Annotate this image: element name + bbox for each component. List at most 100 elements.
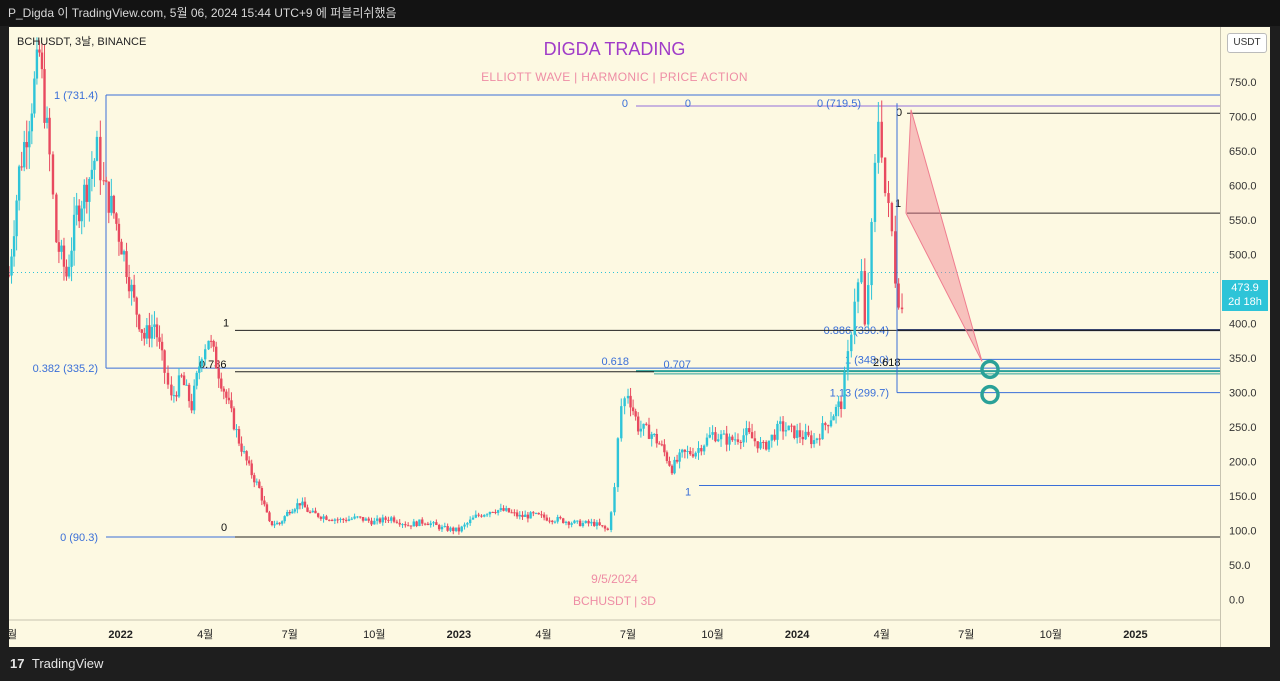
candle-body [122,251,126,255]
candle-body [23,142,26,168]
candle [265,502,269,513]
footer-brand[interactable]: TradingView [31,656,104,671]
candle [9,266,11,278]
candle [339,517,342,523]
current-price-tag: 473.9 2d 18h [1222,280,1268,311]
chart-area[interactable]: 8월 2022 4월 7월 10월 2023 4월 7월 10월 2024 4월 7월 10월 2025 1… [9,27,1220,647]
candle [593,519,596,527]
candle-body [801,436,805,440]
candle-body [494,511,497,513]
time-axis-bg [9,620,1220,647]
candle [392,515,396,524]
candle-body [235,429,238,431]
bar-countdown: 2d 18h [1228,296,1262,308]
candle [143,327,146,346]
candle [795,423,799,444]
candle [367,516,370,523]
candle-body [30,113,34,132]
candle-body [510,512,513,514]
chart-date: 9/5/2024 [591,572,638,586]
candle [415,520,418,528]
candle [673,456,676,475]
candle-body [629,395,632,408]
symbol-label[interactable]: BCHUSDT, 3날, BINANCE [17,36,147,48]
candle [553,520,557,524]
candle-body [570,523,573,525]
chart-svg[interactable]: 8월 2022 4월 7월 10월 2023 4월 7월 10월 2024 4월 7월 10월 2025 1… [9,27,1220,647]
candle-body [762,441,765,443]
candle [540,510,543,518]
candle-body [556,517,559,522]
candle-body [115,213,118,224]
candle [347,515,351,522]
candle [750,423,754,439]
candle-body [293,509,297,512]
candle-body [870,221,873,286]
candle [83,179,86,228]
candle-body [72,214,76,251]
candle-body [815,438,819,441]
candle-body [207,340,210,350]
candle-body [670,465,674,474]
candle-body [483,514,486,517]
candle-body [170,384,173,396]
candle-body [496,510,500,513]
price-axis[interactable]: USDT 800.0750.0700.0650.0600.0550.0500.0… [1220,27,1271,647]
candle [90,151,94,192]
candle [488,511,492,518]
candle [306,504,309,513]
candle [20,151,23,171]
candle-body [342,518,345,520]
candle [739,439,742,450]
candle-body [850,334,853,352]
candle [556,514,559,524]
candle-body [576,520,579,522]
candle [155,317,159,347]
right-gutter [1270,27,1280,647]
candle [356,516,359,519]
candle-body [432,522,435,524]
candle [745,420,748,443]
price-tick-label: 500.0 [1229,250,1257,262]
candle-body [125,251,128,278]
candle-body [770,434,773,441]
tradingview-logo-icon[interactable]: 17 [10,656,25,671]
candle [867,272,870,329]
candle-body [95,136,99,161]
candle-body [344,519,348,521]
candle [526,511,530,523]
candle-body [468,519,472,524]
candle-body [873,162,877,222]
fib-zero-label: 0 [622,98,628,110]
candle [38,40,41,57]
candle-body [491,511,494,513]
candle [260,485,264,506]
price-tick-label: 50.0 [1229,560,1250,572]
candle [77,199,81,229]
candle [353,513,356,520]
candle [542,512,546,521]
currency-unit-button[interactable]: USDT [1227,33,1267,53]
candle [296,498,299,514]
candle-body [714,432,717,442]
candle-body [177,375,181,397]
candle [784,422,788,437]
candle-body [894,231,897,284]
candle-body [559,517,562,519]
candle-body [220,378,223,389]
candle [45,106,49,129]
candle-body [856,282,860,302]
candle-body [683,449,687,452]
candle [843,366,846,410]
candle [697,441,700,460]
candle-body [240,443,243,452]
candle-body [663,444,666,453]
candle [328,519,331,522]
candle [590,518,593,527]
candle [719,430,723,447]
candle-body [296,503,299,510]
candle-body [57,242,61,252]
candle [418,519,421,527]
candle-body [818,438,821,440]
candle-body [452,527,455,532]
